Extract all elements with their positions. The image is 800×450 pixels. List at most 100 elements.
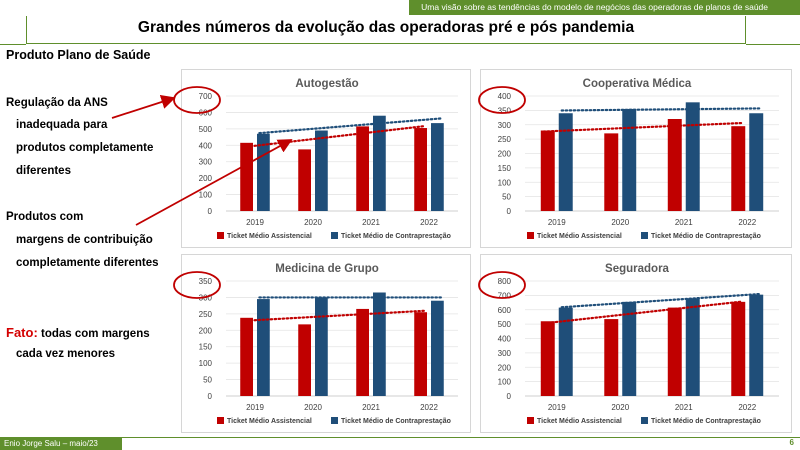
- y-tick-label: 300: [199, 293, 213, 302]
- y-tick-label: 0: [507, 392, 512, 401]
- bar-contraprestacao-2020: [622, 108, 637, 211]
- bar-assistencial-2019: [540, 321, 555, 396]
- bar-assistencial-2020: [604, 319, 619, 396]
- bar-contraprestacao-2022: [431, 123, 444, 211]
- chart-autogestao: Autogestão 0 100 200 300 400 500 600 700 2019 2020…: [199, 78, 458, 240]
- x-tick-label: 2019: [246, 218, 264, 227]
- legend-swatch-assistencial: [217, 417, 224, 424]
- x-tick-label: 2020: [304, 218, 322, 227]
- y-tick-label: 400: [498, 92, 512, 101]
- bar-assistencial-2019: [240, 142, 253, 211]
- header-right-rule: [746, 44, 800, 45]
- y-tick-label: 700: [498, 291, 512, 300]
- bar-contraprestacao-2022: [749, 294, 764, 396]
- x-tick-label: 2022: [420, 218, 438, 227]
- legend-swatch-contraprestacao: [641, 232, 648, 239]
- y-tick-label: 250: [498, 135, 512, 144]
- y-tick-label: 350: [498, 106, 512, 115]
- chart-panel-autogestao: Autogestão 0 100 200 300 400 500 600 700 2019 2020…: [181, 69, 471, 248]
- bar-contraprestacao-2021: [685, 102, 700, 211]
- y-tick-label: 250: [199, 310, 213, 319]
- x-tick-label: 2020: [611, 218, 629, 227]
- bar-contraprestacao-2020: [315, 297, 328, 396]
- y-tick-label: 0: [507, 207, 512, 216]
- y-tick-label: 200: [498, 363, 512, 372]
- bar-assistencial-2020: [298, 149, 311, 211]
- y-tick-label: 350: [199, 277, 213, 286]
- bar-assistencial-2019: [540, 130, 555, 211]
- footer-author: Enio Jorge Salu – maio/23: [0, 437, 122, 450]
- bar-contraprestacao-2021: [373, 292, 386, 396]
- note-regulacao-line-4: diferentes: [16, 165, 71, 177]
- x-tick-label: 2019: [246, 403, 264, 412]
- bar-contraprestacao-2019: [257, 299, 270, 396]
- trendline-contraprestacao: [560, 292, 762, 309]
- legend-label-contraprestacao: Ticket Médio de Contraprestação: [341, 233, 451, 240]
- annotation-arrow-regulacao: [111, 95, 176, 119]
- bar-assistencial-2022: [414, 128, 427, 211]
- x-tick-label: 2021: [362, 403, 380, 412]
- bar-assistencial-2022: [414, 312, 427, 396]
- bar-assistencial-2022: [731, 126, 746, 211]
- trendline-contraprestacao: [258, 117, 443, 135]
- note-regulacao-line-2: inadequada para: [16, 119, 108, 131]
- x-tick-label: 2020: [611, 403, 629, 412]
- trendline-assistencial: [241, 124, 426, 149]
- chart-title: Medicina de Grupo: [275, 263, 379, 275]
- legend-swatch-assistencial: [217, 232, 224, 239]
- note-fato-line-1: Fato: todas com margens: [6, 325, 150, 340]
- x-tick-label: 2019: [548, 403, 566, 412]
- bar-contraprestacao-2019: [558, 307, 573, 396]
- bar-contraprestacao-2022: [431, 300, 444, 396]
- y-tick-label: 100: [199, 191, 213, 200]
- y-tick-label: 600: [199, 108, 213, 117]
- y-tick-label: 800: [498, 277, 512, 286]
- legend-label-assistencial: Ticket Médio Assistencial: [227, 418, 312, 425]
- chart-medicina-de-grupo: Medicina de Grupo 0 50 100 150 200 250 300 350 20…: [199, 263, 458, 425]
- y-tick-label: 500: [199, 125, 213, 134]
- bar-contraprestacao-2021: [685, 298, 700, 396]
- chart-panel-cooperativa-medica: Cooperativa Médica 0 50 100 150 200 250 300 350 4…: [480, 69, 792, 248]
- legend-swatch-contraprestacao: [331, 417, 338, 424]
- trendline-assistencial: [241, 309, 426, 322]
- legend-swatch-assistencial: [527, 417, 534, 424]
- chart-title: Cooperativa Médica: [583, 78, 692, 90]
- y-tick-label: 0: [208, 207, 213, 216]
- y-tick-label: 300: [199, 158, 213, 167]
- fato-text: todas com margens: [40, 328, 150, 340]
- x-tick-label: 2019: [548, 218, 566, 227]
- fato-label: Fato:: [6, 325, 38, 340]
- x-tick-label: 2022: [738, 218, 756, 227]
- bar-assistencial-2021: [356, 126, 369, 211]
- legend-swatch-contraprestacao: [641, 417, 648, 424]
- x-tick-label: 2021: [675, 218, 693, 227]
- chart-cooperativa-medica: Cooperativa Médica 0 50 100 150 200 250 300 350 4…: [498, 78, 779, 240]
- y-tick-label: 50: [203, 376, 212, 385]
- y-tick-label: 0: [208, 392, 213, 401]
- bar-contraprestacao-2022: [749, 113, 764, 211]
- y-tick-label: 300: [498, 349, 512, 358]
- trendline-contraprestacao: [560, 107, 762, 112]
- note-regulacao-line-1: Regulação da ANS: [6, 97, 108, 109]
- bar-assistencial-2021: [667, 307, 682, 396]
- y-tick-label: 150: [498, 164, 512, 173]
- bar-contraprestacao-2020: [315, 130, 328, 211]
- legend-swatch-assistencial: [527, 232, 534, 239]
- note-produtos-line-3: completamente diferentes: [16, 257, 159, 269]
- x-tick-label: 2021: [675, 403, 693, 412]
- chart-title: Autogestão: [295, 78, 358, 90]
- x-tick-label: 2022: [738, 403, 756, 412]
- header-banner: Uma visão sobre as tendências do modelo …: [409, 0, 800, 15]
- bar-assistencial-2021: [356, 308, 369, 396]
- section-label: Produto Plano de Saúde: [6, 48, 151, 62]
- chart-title: Seguradora: [605, 263, 670, 275]
- bar-contraprestacao-2021: [373, 115, 386, 211]
- legend-label-contraprestacao: Ticket Médio de Contraprestação: [341, 418, 451, 425]
- y-tick-label: 400: [498, 335, 512, 344]
- y-tick-label: 200: [199, 174, 213, 183]
- legend-swatch-contraprestacao: [331, 232, 338, 239]
- chart-panel-seguradora: Seguradora 0 100 200 300 400 500 600 700 800 2019 2…: [480, 254, 792, 433]
- y-tick-label: 150: [199, 343, 213, 352]
- note-produtos-line-2: margens de contribuição: [16, 234, 153, 246]
- y-tick-label: 500: [498, 320, 512, 329]
